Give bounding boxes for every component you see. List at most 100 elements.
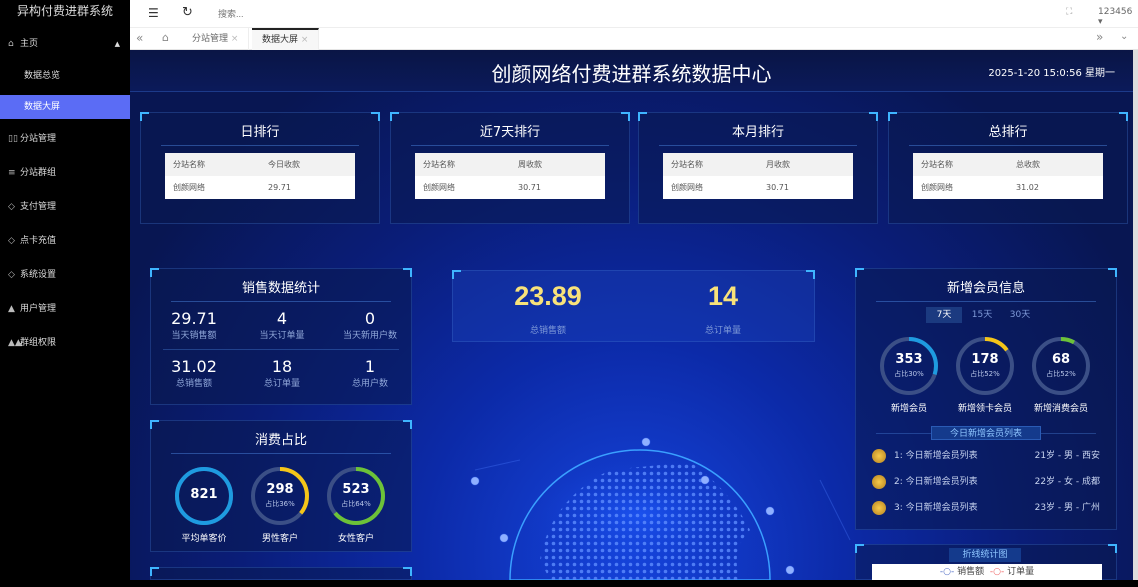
legend-orders[interactable]: 订单量 [1007, 567, 1035, 577]
globe-background [470, 437, 851, 580]
panel-title: 本月排行 [731, 125, 784, 140]
ring-value: 523 [342, 482, 370, 497]
menu-toggle-icon[interactable]: ☰ [148, 6, 159, 20]
sidebar-item[interactable]: 数据大屏 [0, 95, 130, 119]
consumption-panel: 消费占比 821 平均单客价 298 占比36% 男性客户 523 占比64% … [150, 420, 412, 552]
ring-value: 353 [895, 352, 923, 367]
ranking-table: 分站名称 周收款 创颜网络 30.71 [415, 153, 605, 199]
tab-branch-management[interactable]: 分站管理 × [182, 28, 250, 50]
username: 123456 [1098, 7, 1133, 17]
ring-arc [251, 467, 309, 525]
table-cell: 创颜网络 [423, 183, 455, 192]
ranking-table: 分站名称 总收款 创颜网络 31.02 [913, 153, 1103, 199]
column-header: 分站名称 [913, 153, 1008, 176]
sales-stat: 0 当天新用户数 [327, 309, 413, 341]
member-info: 22岁 - 女 - 成都 [1034, 477, 1100, 487]
top-bar: ☰ ↻ ⛶ 123456 ▾ [130, 0, 1138, 28]
table-row: 创颜网络 31.02 [913, 176, 1103, 199]
ranking-table: 分站名称 今日收款 创颜网络 29.71 [165, 153, 355, 199]
period-tab[interactable]: 15天 [971, 310, 993, 320]
shield-icon: ◇ [8, 236, 15, 246]
ring-chart [327, 467, 385, 525]
period-tab[interactable]: 7天 [926, 307, 962, 323]
home-icon: ⌂ [8, 39, 14, 49]
sales-stat: 4 当天订单量 [239, 309, 325, 341]
ranking-panel: 总排行 分站名称 总收款 创颜网络 31.02 [888, 112, 1128, 224]
table-cell: 创颜网络 [671, 183, 703, 192]
ring-percent: 占比52% [970, 370, 1000, 378]
column-header: 分站名称 [165, 153, 260, 176]
list-index: 2: [894, 477, 903, 487]
table-cell: 30.71 [766, 183, 789, 192]
close-icon[interactable]: × [230, 34, 239, 44]
ranking-table: 分站名称 月收款 创颜网络 30.71 [663, 153, 853, 199]
table-cell: 29.71 [268, 183, 291, 192]
sidebar-item-label: 点卡充值 [20, 236, 57, 246]
ranking-panel: 日排行 分站名称 今日收款 创颜网络 29.71 [140, 112, 380, 224]
member-info: 23岁 - 男 - 广州 [1034, 503, 1100, 513]
search-input[interactable] [218, 5, 418, 23]
user-icon: ▲ [8, 304, 15, 314]
app-title: 异构付费进群系统 [16, 4, 113, 18]
table-row: 创颜网络 30.71 [663, 176, 853, 199]
tab-bar: « ⌂ 分站管理 × 数据大屏 × » ⌄ [130, 28, 1138, 50]
sidebar-item[interactable]: ◇ 系统设置 [0, 263, 130, 287]
ranking-panel: 近7天排行 分站名称 周收款 创颜网络 30.71 [390, 112, 630, 224]
scrollbar[interactable] [1133, 50, 1138, 580]
table-cell: 创颜网络 [173, 183, 205, 192]
refresh-icon[interactable]: ↻ [182, 5, 193, 20]
tab-data-screen[interactable]: 数据大屏 × [252, 28, 320, 50]
scroll-right-icon[interactable]: » [1096, 30, 1104, 44]
ring-gauge: 178 占比52% 新增领卡会员 [954, 335, 1016, 414]
user-menu[interactable]: 123456 ▾ [1098, 7, 1133, 27]
ring-arc [327, 467, 385, 525]
sidebar-item[interactable]: ▲ 用户管理 [0, 297, 130, 321]
sidebar-item[interactable]: ▯▯ 分站管理 [0, 127, 130, 151]
dashboard: 创颜网络付费进群系统数据中心 2025-1-20 15:0:56 星期一 日排行… [130, 50, 1133, 580]
sidebar-item[interactable]: ⌂ 主页 ▲ [0, 32, 130, 56]
stat-label: 总用户数 [351, 379, 388, 389]
ring-gauge: 523 占比64% 女性客户 [325, 465, 387, 544]
list-item: 3: 今日新增会员列表 23岁 - 男 - 广州 [872, 497, 1100, 519]
caret-up-icon[interactable]: ▲ [114, 40, 120, 48]
column-header: 分站名称 [663, 153, 758, 176]
sidebar-item-label: 主页 [20, 39, 39, 49]
column-header: 分站名称 [415, 153, 510, 176]
sidebar-item[interactable]: ≡ 分站群组 [0, 161, 130, 185]
column-header: 总收款 [1008, 153, 1103, 176]
ring-arc [1032, 337, 1090, 395]
ring-percent: 占比64% [341, 500, 371, 508]
sales-stats-panel: 销售数据统计 29.71 当天销售额 4 当天订单量 0 当天新用户数 31.02 总销售额 1… [150, 268, 412, 405]
ring-label: 新增领卡会员 [957, 404, 1012, 414]
scroll-left-icon[interactable]: « [136, 31, 144, 45]
ring-percent: 占比30% [894, 370, 924, 378]
period-tab[interactable]: 30天 [1009, 310, 1031, 320]
total-orders-label: 总订单量 [704, 326, 741, 336]
shield-icon: ◇ [8, 202, 15, 212]
sidebar-item[interactable]: ◇ 点卡充值 [0, 229, 130, 253]
stat-label: 当天订单量 [259, 331, 305, 341]
total-sales-value: 23.89 [514, 281, 582, 311]
ring-label: 平均单客价 [181, 534, 227, 544]
ring-gauge: 353 占比30% 新增会员 [878, 335, 940, 414]
panel-title: 销售数据统计 [241, 281, 320, 296]
ring-arc [956, 337, 1014, 395]
sidebar-item[interactable]: 数据总览 [0, 64, 130, 88]
ring-label: 新增消费会员 [1033, 404, 1088, 414]
close-icon[interactable]: × [300, 35, 309, 45]
sidebar-item[interactable]: ◇ 支付管理 [0, 195, 130, 219]
stat-value: 1 [364, 357, 376, 376]
home-tab-icon[interactable]: ⌂ [162, 31, 169, 44]
list-index: 1: [894, 451, 903, 461]
sales-stat: 29.71 当天销售额 [151, 309, 237, 341]
tab-label: 分站管理 [192, 34, 229, 44]
tab-options-icon[interactable]: ⌄ [1120, 31, 1129, 42]
fullscreen-icon[interactable]: ⛶ [1066, 7, 1073, 17]
sidebar-item[interactable]: ▲▲群组权限 [0, 331, 130, 355]
line-chart-title: 折线统计图 [949, 548, 1021, 562]
sidebar-item-label: 数据总览 [24, 71, 61, 81]
table-cell: 30.71 [518, 183, 541, 192]
sidebar-item-label: 用户管理 [20, 304, 57, 314]
stat-label: 总销售额 [175, 379, 212, 389]
legend-sales[interactable]: 销售额 [957, 567, 985, 577]
